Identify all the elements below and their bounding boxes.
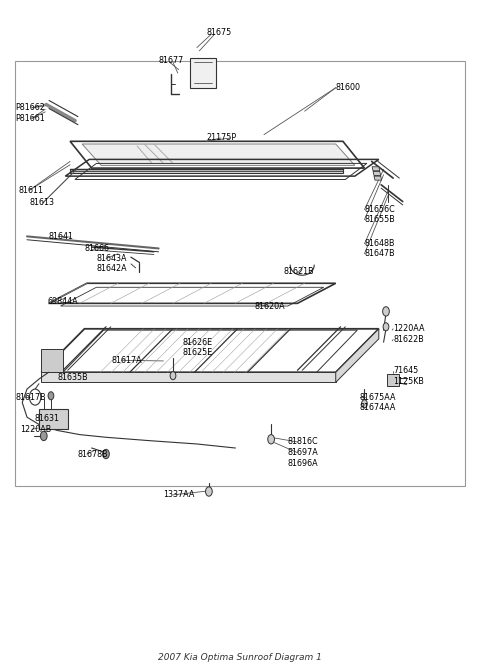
Polygon shape [387,374,399,386]
Polygon shape [41,372,336,382]
Text: 21175P: 21175P [206,134,237,142]
Bar [15,61,465,486]
Polygon shape [82,144,355,166]
Text: 81656C: 81656C [364,205,395,214]
Circle shape [383,307,389,316]
Text: 1337AA: 1337AA [163,491,195,499]
Text: 81816C: 81816C [288,437,319,446]
Text: 81697A: 81697A [288,448,319,457]
Text: 81641: 81641 [48,232,73,241]
Circle shape [361,400,367,408]
Text: 81675AA: 81675AA [360,393,396,402]
Text: 81613: 81613 [29,199,54,207]
Text: P81661: P81661 [15,114,45,123]
Text: 81678B: 81678B [77,450,108,458]
Polygon shape [336,329,379,382]
Text: 81611: 81611 [19,186,44,195]
Text: 81600: 81600 [336,83,361,92]
Text: 2007 Kia Optima Sunroof Diagram 1: 2007 Kia Optima Sunroof Diagram 1 [158,654,322,662]
Text: 71645: 71645 [393,366,419,376]
Text: 81647B: 81647B [364,250,395,258]
Text: 81626E: 81626E [182,338,213,347]
Text: 81675: 81675 [206,28,232,38]
Circle shape [205,487,212,497]
Polygon shape [374,176,382,180]
Text: 81620A: 81620A [254,302,285,311]
Text: P81662: P81662 [15,103,45,112]
Circle shape [48,392,54,400]
Polygon shape [190,58,216,88]
Text: 81696A: 81696A [288,459,319,468]
Text: 81617A: 81617A [112,356,143,365]
Text: 81625E: 81625E [182,348,213,358]
Text: 69844A: 69844A [48,297,78,306]
Polygon shape [70,169,343,174]
Polygon shape [373,172,381,175]
Text: 1220AB: 1220AB [20,425,51,433]
Circle shape [383,323,389,331]
Text: 1220AA: 1220AA [393,324,425,333]
Circle shape [103,450,109,459]
Text: 81631: 81631 [34,414,59,423]
Text: 81674AA: 81674AA [360,403,396,412]
Text: 81635B: 81635B [57,373,88,382]
Text: 81655B: 81655B [364,215,395,224]
Text: 81677: 81677 [158,56,184,66]
Circle shape [268,435,275,444]
Text: 81617B: 81617B [15,393,46,402]
Polygon shape [39,409,68,429]
Text: 81643A: 81643A [96,254,127,263]
Circle shape [170,372,176,380]
Text: 81666: 81666 [84,244,109,253]
Circle shape [40,431,47,441]
Text: 81642A: 81642A [96,264,127,273]
Text: 81648B: 81648B [364,240,395,248]
Text: 1125KB: 1125KB [393,377,424,386]
Text: 81622B: 81622B [393,335,424,344]
Text: 81621B: 81621B [283,267,314,276]
Polygon shape [372,167,380,171]
Polygon shape [41,349,63,372]
